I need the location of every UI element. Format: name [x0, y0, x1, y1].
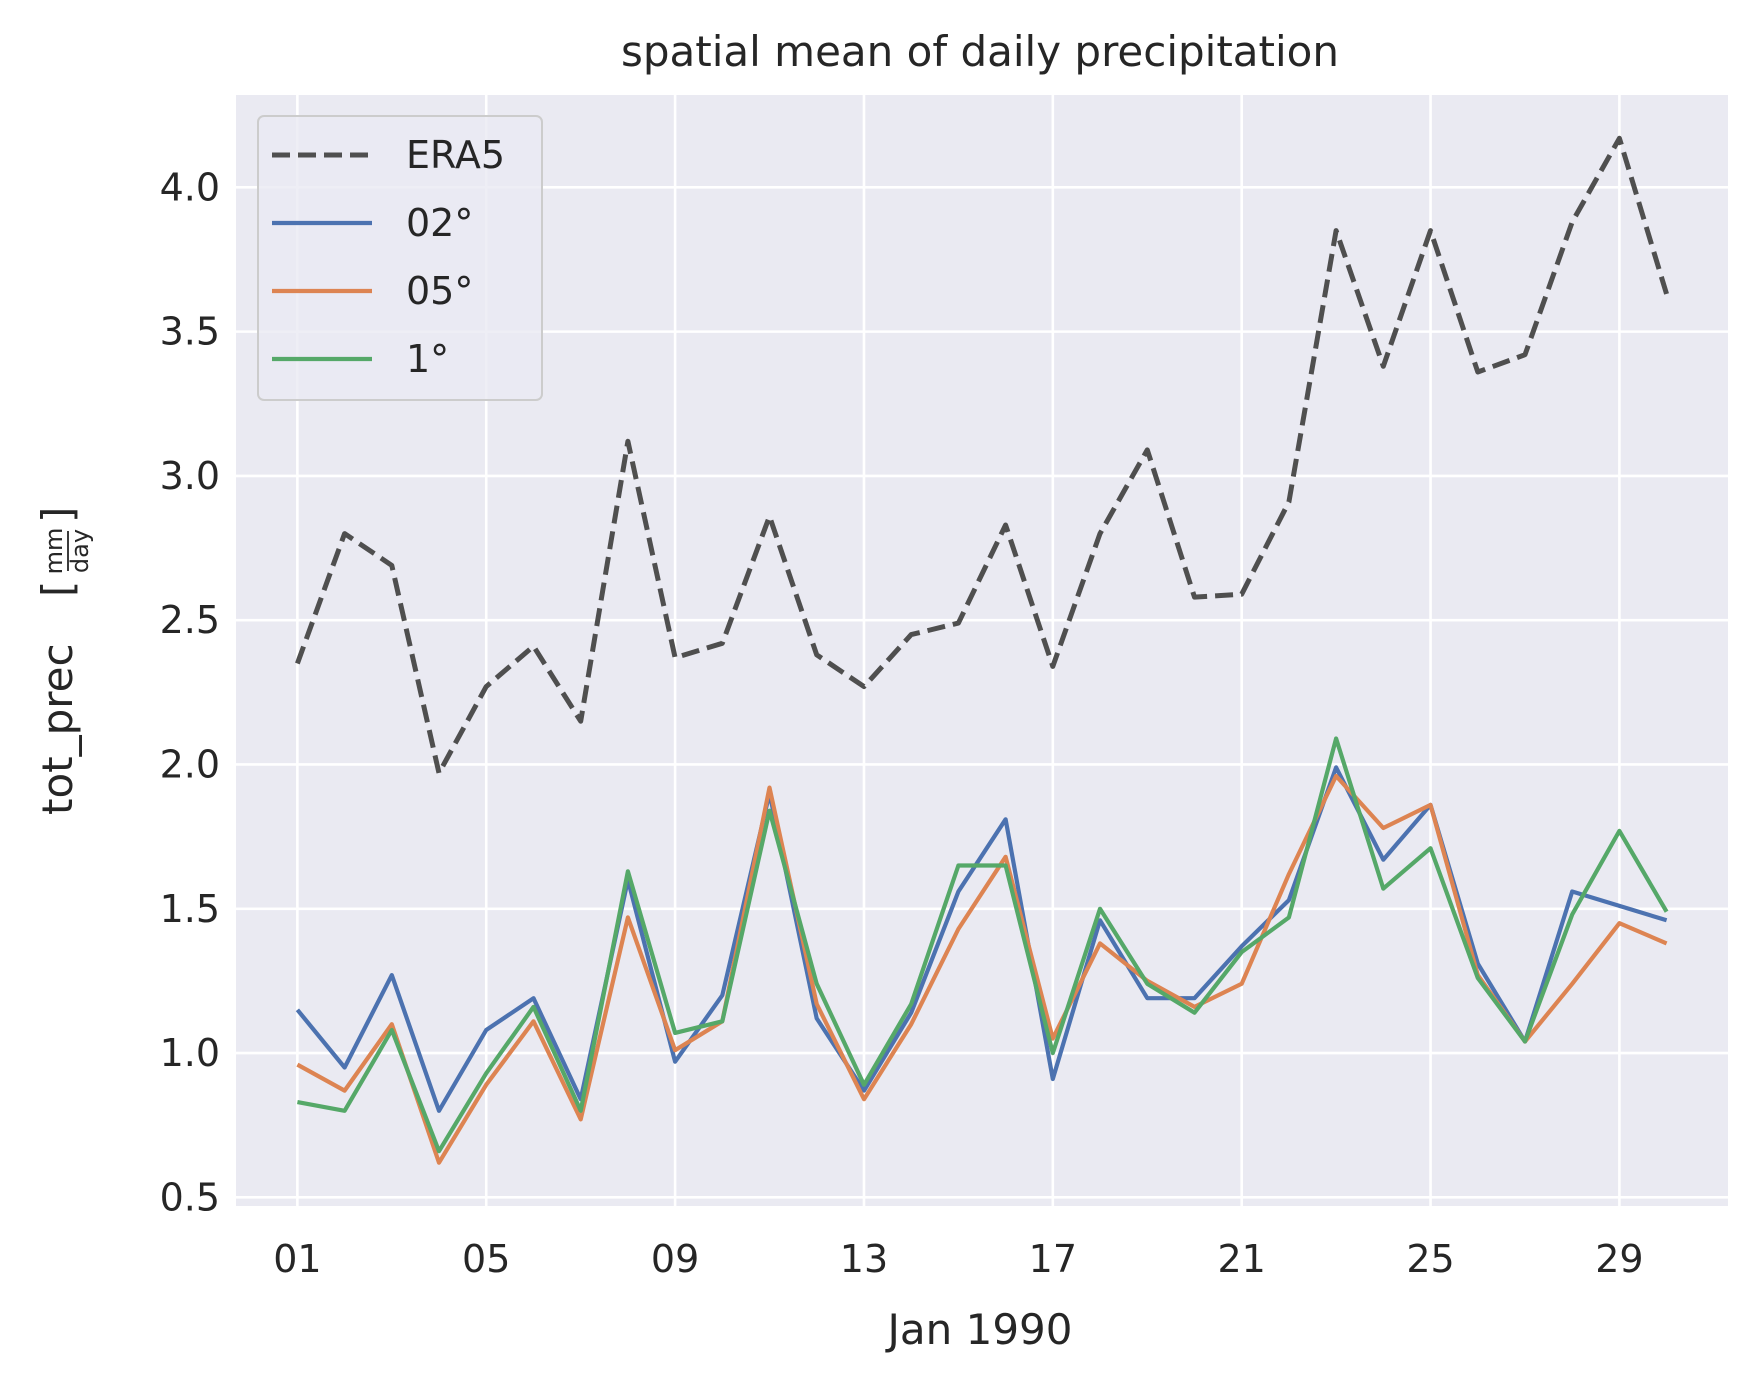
x-tick-label: 13: [840, 1237, 888, 1281]
x-tick-label: 01: [273, 1237, 321, 1281]
y-axis-label-close-bracket: ]: [33, 507, 82, 523]
series-line-3: [297, 736, 1669, 1154]
series-line-2: [296, 773, 1668, 1165]
y-axis-ticks: 0.5 1.0 1.5 2.0 2.5 3.0 3.5 4.0: [160, 165, 220, 1219]
y-axis-label-unit-numerator: mm: [40, 528, 68, 575]
x-axis-ticks: 01 05 09 13 17 21 25 29: [273, 1237, 1643, 1281]
x-axis-label: Jan 1990: [885, 1305, 1073, 1354]
y-axis-label-open-bracket: [: [33, 581, 82, 597]
y-tick-label: 1.0: [160, 1031, 220, 1075]
legend: ERA5 02° 05° 1°: [257, 115, 543, 401]
legend-label-0: ERA5: [406, 133, 505, 177]
legend-label-1: 02°: [406, 201, 473, 245]
x-tick-label: 09: [651, 1237, 699, 1281]
legend-label-2: 05°: [406, 269, 473, 313]
y-tick-label: 0.5: [160, 1175, 220, 1219]
y-axis-label-prefix: tot_prec: [33, 643, 82, 815]
y-axis-label-unit-denominator: day: [66, 529, 94, 573]
x-tick-label: 25: [1406, 1237, 1454, 1281]
y-tick-label: 3.0: [160, 454, 220, 498]
x-tick-label: 29: [1595, 1237, 1643, 1281]
y-tick-label: 4.0: [160, 165, 220, 209]
y-tick-label: 3.5: [160, 310, 220, 354]
y-axis-label: tot_prec [ mm day ]: [33, 507, 94, 815]
legend-box: [257, 115, 543, 401]
series-lines: [295, 135, 1669, 1165]
chart-title: spatial mean of daily precipitation: [621, 27, 1339, 76]
y-tick-label: 2.5: [160, 598, 220, 642]
y-tick-label: 2.0: [160, 742, 220, 786]
x-tick-label: 05: [462, 1237, 510, 1281]
series-line-0: [295, 135, 1669, 776]
x-tick-label: 21: [1218, 1237, 1266, 1281]
grid-lines: [236, 95, 1728, 1206]
x-tick-label: 17: [1029, 1237, 1077, 1281]
y-tick-label: 1.5: [160, 887, 220, 931]
legend-label-3: 1°: [406, 337, 449, 381]
